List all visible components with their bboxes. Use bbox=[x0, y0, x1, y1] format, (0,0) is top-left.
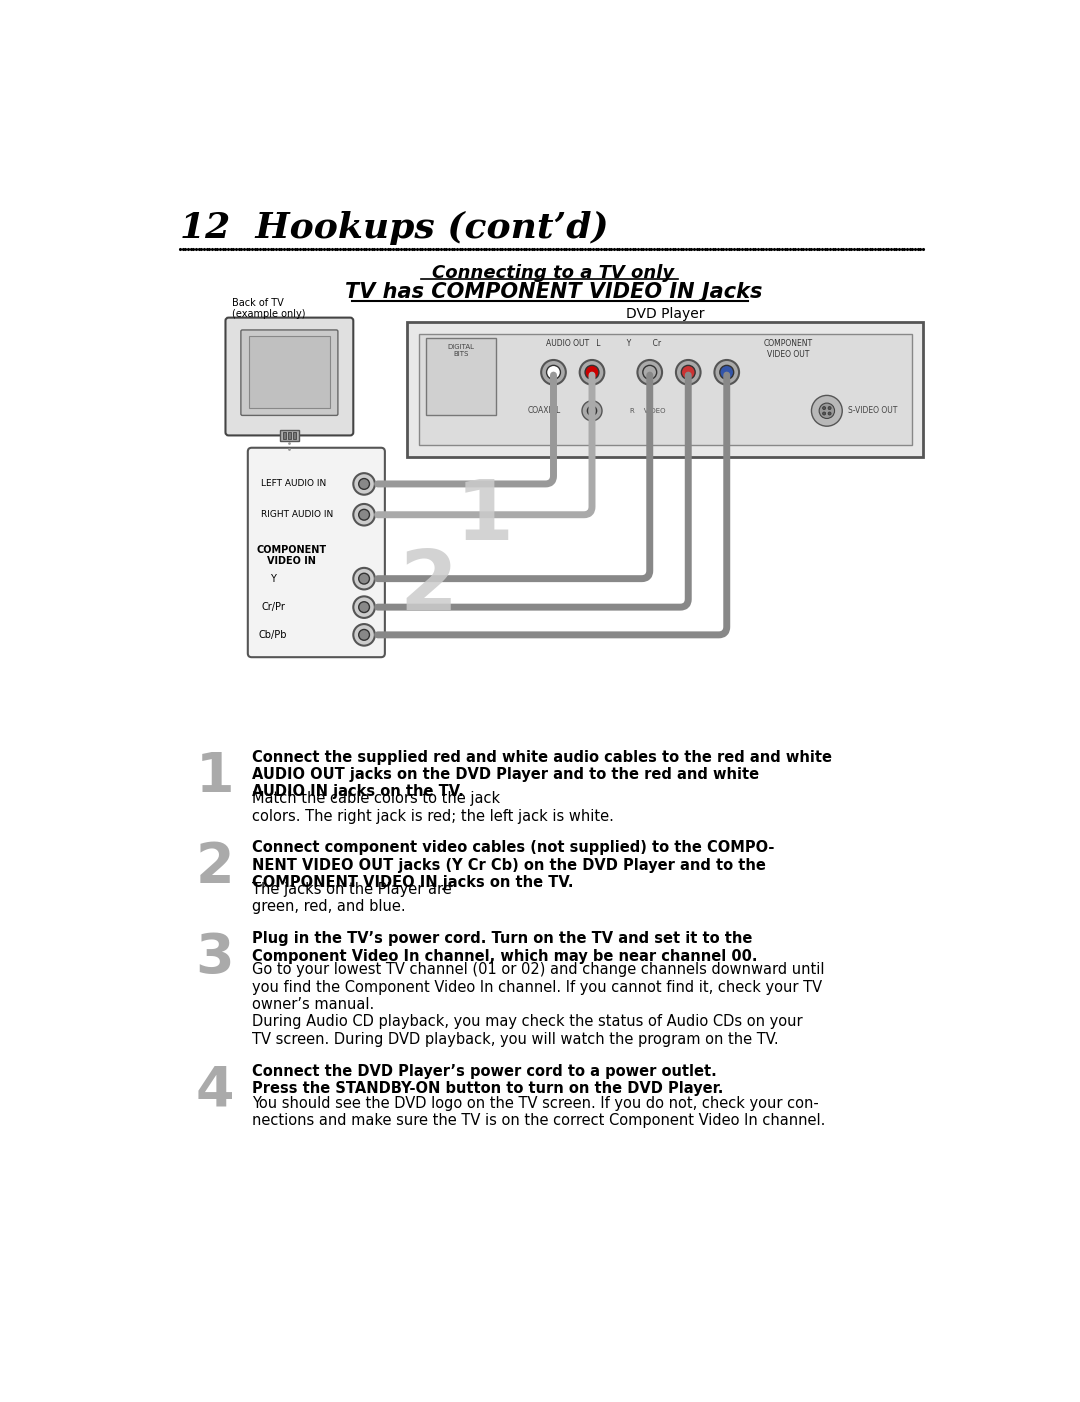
Circle shape bbox=[828, 412, 832, 415]
Text: COMPONENT
VIDEO OUT: COMPONENT VIDEO OUT bbox=[764, 339, 813, 359]
Text: Cr/Pr: Cr/Pr bbox=[261, 601, 285, 613]
Circle shape bbox=[359, 601, 369, 613]
Text: 2: 2 bbox=[400, 545, 458, 627]
Text: 3: 3 bbox=[195, 931, 234, 986]
FancyBboxPatch shape bbox=[241, 329, 338, 415]
Text: 4: 4 bbox=[195, 1064, 234, 1117]
Text: DIGITAL
BITS: DIGITAL BITS bbox=[447, 343, 474, 356]
Circle shape bbox=[828, 407, 832, 409]
Text: RIGHT AUDIO IN: RIGHT AUDIO IN bbox=[261, 510, 333, 519]
Bar bbox=[248, 336, 330, 408]
Text: LEFT AUDIO IN: LEFT AUDIO IN bbox=[261, 479, 326, 488]
Circle shape bbox=[353, 472, 375, 495]
Bar bbox=[294, 432, 296, 439]
Text: Go to your lowest TV channel (01 or 02) and change channels downward until
you f: Go to your lowest TV channel (01 or 02) … bbox=[252, 962, 824, 1047]
Circle shape bbox=[588, 407, 596, 415]
Circle shape bbox=[359, 509, 369, 520]
Text: 1: 1 bbox=[455, 477, 513, 557]
Bar bbox=[280, 430, 299, 440]
Text: 2: 2 bbox=[195, 840, 234, 894]
Text: Connect the DVD Player’s power cord to a power outlet.
Press the STANDBY-ON butt: Connect the DVD Player’s power cord to a… bbox=[252, 1064, 723, 1096]
Text: Cb/Pb: Cb/Pb bbox=[259, 629, 287, 639]
Circle shape bbox=[353, 624, 375, 646]
Circle shape bbox=[681, 366, 696, 379]
Circle shape bbox=[353, 568, 375, 589]
Text: AUDIO OUT   L           Y         Cr: AUDIO OUT L Y Cr bbox=[545, 339, 661, 348]
Text: 12  Hookups (cont’d): 12 Hookups (cont’d) bbox=[180, 210, 609, 245]
Text: Connect the supplied red and white audio cables to the red and white
AUDIO OUT j: Connect the supplied red and white audio… bbox=[252, 750, 832, 799]
Circle shape bbox=[811, 395, 842, 426]
Circle shape bbox=[585, 366, 599, 379]
Circle shape bbox=[823, 412, 826, 415]
Circle shape bbox=[643, 366, 657, 379]
Text: R    VIDEO: R VIDEO bbox=[631, 408, 666, 414]
Circle shape bbox=[819, 404, 835, 418]
Text: The jacks on the Player are
green, red, and blue.: The jacks on the Player are green, red, … bbox=[252, 882, 451, 914]
Bar bbox=[288, 432, 291, 439]
Text: Connecting to a TV only: Connecting to a TV only bbox=[432, 265, 675, 282]
Bar bbox=[427, 338, 496, 415]
Bar bbox=[407, 322, 923, 457]
Text: Connect component video cables (not supplied) to the COMPO-
NENT VIDEO OUT jacks: Connect component video cables (not supp… bbox=[252, 840, 774, 890]
Circle shape bbox=[720, 366, 733, 379]
Text: 1: 1 bbox=[195, 750, 234, 803]
Text: Match the cable colors to the jack
colors. The right jack is red; the left jack : Match the cable colors to the jack color… bbox=[252, 791, 613, 823]
Text: Back of TV
(example only): Back of TV (example only) bbox=[232, 297, 306, 320]
Circle shape bbox=[359, 573, 369, 585]
Text: Plug in the TV’s power cord. Turn on the TV and set it to the
Component Video In: Plug in the TV’s power cord. Turn on the… bbox=[252, 931, 757, 963]
Circle shape bbox=[546, 366, 561, 379]
Circle shape bbox=[580, 360, 605, 384]
Circle shape bbox=[353, 596, 375, 618]
Circle shape bbox=[637, 360, 662, 384]
Text: S-VIDEO OUT: S-VIDEO OUT bbox=[849, 407, 897, 415]
Circle shape bbox=[582, 401, 602, 421]
Circle shape bbox=[541, 360, 566, 384]
Circle shape bbox=[353, 503, 375, 526]
Text: COAXIAL: COAXIAL bbox=[528, 407, 562, 415]
Circle shape bbox=[676, 360, 701, 384]
Text: You should see the DVD logo on the TV screen. If you do not, check your con-
nec: You should see the DVD logo on the TV sc… bbox=[252, 1096, 825, 1129]
Circle shape bbox=[359, 629, 369, 641]
Text: COMPONENT
VIDEO IN: COMPONENT VIDEO IN bbox=[257, 545, 327, 566]
FancyBboxPatch shape bbox=[247, 447, 384, 658]
FancyBboxPatch shape bbox=[226, 318, 353, 436]
Circle shape bbox=[823, 407, 826, 409]
Bar bbox=[419, 334, 912, 446]
Text: TV has COMPONENT VIDEO IN Jacks: TV has COMPONENT VIDEO IN Jacks bbox=[345, 282, 762, 303]
Text: Y: Y bbox=[270, 573, 276, 583]
Circle shape bbox=[715, 360, 739, 384]
Text: DVD Player: DVD Player bbox=[626, 307, 704, 321]
Circle shape bbox=[359, 478, 369, 489]
Bar bbox=[283, 432, 286, 439]
